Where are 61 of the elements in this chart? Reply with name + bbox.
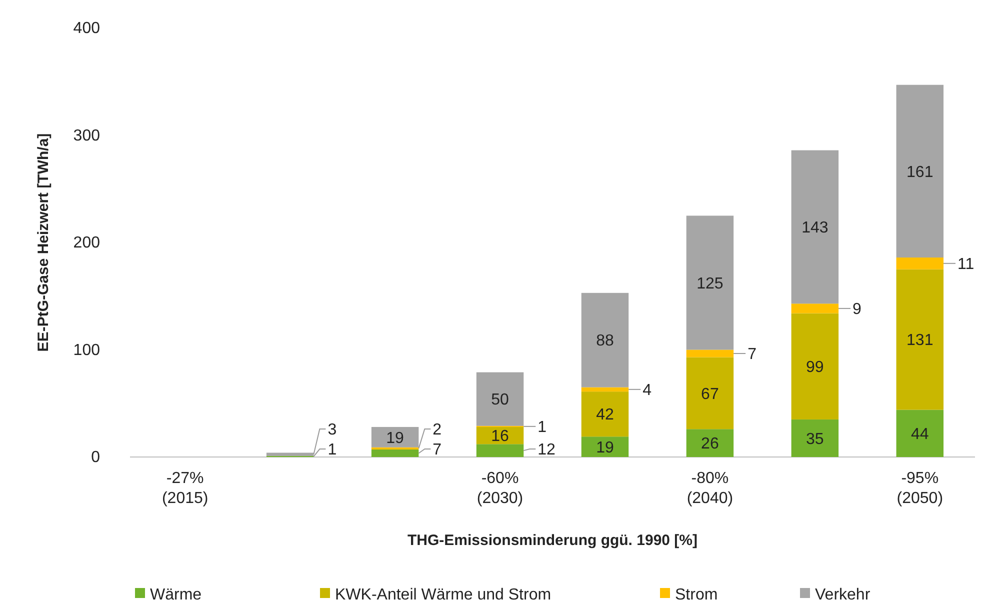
data-label: 44 bbox=[910, 426, 929, 444]
bar bbox=[896, 84, 944, 258]
bar bbox=[371, 449, 419, 457]
data-label: 9 bbox=[852, 301, 862, 318]
data-label: 3 bbox=[328, 422, 337, 439]
y-tick-label: 400 bbox=[73, 20, 100, 38]
data-label: 16 bbox=[491, 428, 510, 446]
bar bbox=[791, 304, 839, 314]
data-label: 143 bbox=[802, 220, 828, 237]
data-label: 88 bbox=[596, 332, 614, 350]
bar bbox=[581, 436, 629, 457]
data-label: 131 bbox=[906, 332, 934, 350]
data-label: 26 bbox=[701, 436, 719, 453]
bar bbox=[896, 269, 944, 410]
x-axis-title: THG-Emissionsminderung ggü. 1990 [%] bbox=[407, 532, 698, 549]
bar bbox=[581, 292, 629, 388]
bar bbox=[896, 258, 944, 270]
bar bbox=[476, 372, 524, 426]
bar bbox=[371, 426, 419, 448]
data-label: 2 bbox=[432, 422, 442, 439]
bar bbox=[686, 350, 734, 358]
legend-label: Verkehr bbox=[815, 586, 871, 604]
data-label: 125 bbox=[696, 275, 724, 292]
bar bbox=[686, 216, 734, 350]
data-label: 12 bbox=[538, 442, 556, 459]
bar bbox=[686, 429, 734, 457]
data-label: 7 bbox=[748, 346, 757, 364]
x-tick-label: -80% (2040) bbox=[686, 470, 734, 507]
data-label: 19 bbox=[386, 430, 404, 447]
bar bbox=[791, 419, 839, 457]
y-tick-label: 100 bbox=[73, 342, 100, 359]
bar bbox=[476, 444, 524, 457]
data-label: 11 bbox=[958, 256, 974, 274]
bar bbox=[896, 410, 944, 457]
bar bbox=[686, 357, 734, 430]
x-tick-label: -95% (2050) bbox=[896, 470, 944, 507]
y-tick-label: 300 bbox=[73, 127, 100, 144]
data-label: 35 bbox=[806, 430, 824, 448]
bar bbox=[266, 452, 314, 456]
data-label: 42 bbox=[596, 406, 614, 424]
legend-label: KWK-Anteil Wärme und Strom bbox=[335, 586, 552, 604]
bar bbox=[791, 313, 839, 420]
data-label: 4 bbox=[642, 382, 652, 400]
bar bbox=[791, 150, 839, 304]
data-label: 67 bbox=[701, 386, 719, 403]
bar bbox=[581, 387, 629, 392]
x-tick-label: -27% (2015) bbox=[162, 470, 208, 507]
legend-label: Strom bbox=[675, 586, 718, 604]
data-label: 1 bbox=[328, 442, 337, 459]
bar bbox=[581, 392, 629, 437]
y-tick-label: 0 bbox=[91, 449, 100, 466]
data-label: 50 bbox=[491, 392, 510, 409]
y-tick-label: 200 bbox=[73, 234, 100, 252]
legend-label: Wärme bbox=[150, 586, 202, 604]
data-label: 99 bbox=[806, 358, 824, 376]
data-label: 161 bbox=[906, 164, 934, 181]
data-label: 1 bbox=[538, 419, 547, 436]
data-label: 19 bbox=[596, 439, 614, 456]
y-axis-title: EE-PtG-Gase Heizwert [TWh/a] bbox=[35, 133, 52, 352]
data-label: 7 bbox=[432, 442, 442, 459]
x-tick-label: -60% (2030) bbox=[476, 470, 524, 507]
